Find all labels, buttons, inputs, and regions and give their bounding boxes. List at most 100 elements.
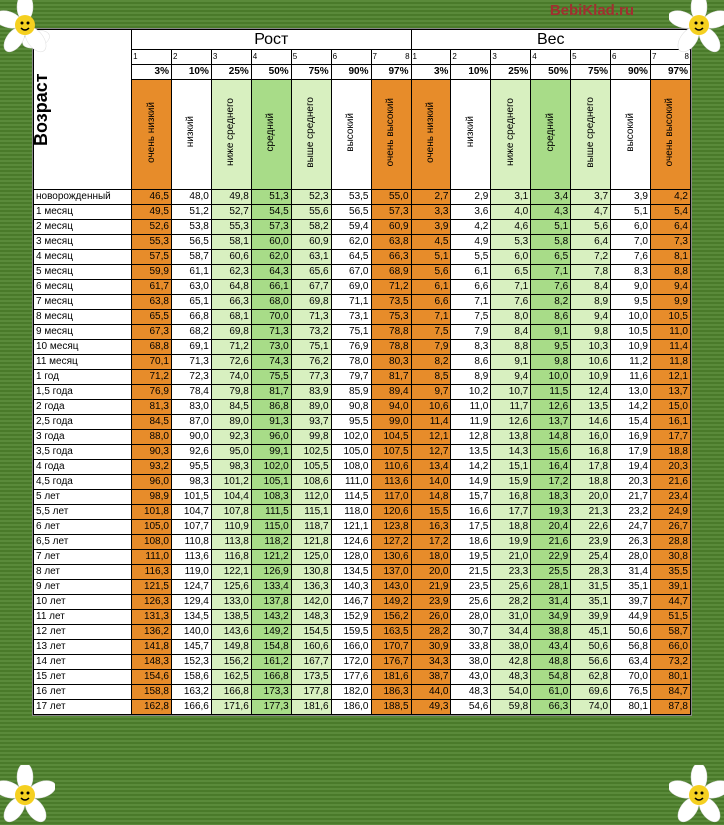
weight-cell: 7,2 <box>571 250 611 265</box>
weight-cell: 4,2 <box>451 220 491 235</box>
height-cell: 118,7 <box>291 520 331 535</box>
height-cell: 60,0 <box>251 235 291 250</box>
age-cell: 2 месяц <box>34 220 132 235</box>
height-cell: 166,0 <box>331 640 371 655</box>
weight-cell: 6,5 <box>531 250 571 265</box>
weight-cell: 12,7 <box>411 445 451 460</box>
height-cell: 88,0 <box>132 430 172 445</box>
weight-cell: 4,5 <box>411 235 451 250</box>
weight-cell: 21,6 <box>650 475 690 490</box>
weight-cell: 5,1 <box>611 205 651 220</box>
weight-cell: 2,9 <box>451 190 491 205</box>
height-cell: 71,3 <box>251 325 291 340</box>
col-index: 5 <box>291 50 331 65</box>
weight-cell: 15,5 <box>411 505 451 520</box>
weight-cell: 8,2 <box>531 295 571 310</box>
table-body: новорожденный46,548,049,851,352,353,555,… <box>34 190 691 715</box>
age-cell: 9 месяц <box>34 325 132 340</box>
weight-cell: 26,3 <box>611 535 651 550</box>
table-row: 4 года93,295,598,3102,0105,5108,0110,613… <box>34 460 691 475</box>
weight-cell: 56,6 <box>571 655 611 670</box>
weight-cell: 54,0 <box>491 685 531 700</box>
weight-cell: 48,3 <box>451 685 491 700</box>
percentile-header: 90% <box>611 65 651 80</box>
height-cell: 156,2 <box>371 610 411 625</box>
age-header: Возраст <box>34 30 132 190</box>
height-cell: 64,8 <box>211 280 251 295</box>
weight-cell: 25,5 <box>531 565 571 580</box>
age-cell: 8 лет <box>34 565 132 580</box>
weight-cell: 10,9 <box>571 370 611 385</box>
weight-cell: 6,1 <box>411 280 451 295</box>
height-cell: 55,3 <box>211 220 251 235</box>
height-cell: 57,3 <box>371 205 411 220</box>
weight-cell: 18,8 <box>650 445 690 460</box>
height-cell: 118,0 <box>331 505 371 520</box>
descriptor-header: очень высокий <box>371 80 411 190</box>
height-cell: 56,5 <box>171 235 211 250</box>
weight-cell: 23,4 <box>650 490 690 505</box>
height-cell: 71,3 <box>291 310 331 325</box>
descriptor-header: средний <box>531 80 571 190</box>
weight-cell: 15,6 <box>531 445 571 460</box>
percentile-header: 25% <box>211 65 251 80</box>
height-cell: 56,5 <box>331 205 371 220</box>
weight-cell: 33,8 <box>451 640 491 655</box>
height-cell: 98,3 <box>211 460 251 475</box>
height-cell: 158,8 <box>132 685 172 700</box>
table-row: 8 месяц65,566,868,170,071,373,175,37,17,… <box>34 310 691 325</box>
weight-cell: 14,6 <box>571 415 611 430</box>
height-cell: 85,9 <box>331 385 371 400</box>
weight-cell: 11,6 <box>611 370 651 385</box>
weight-cell: 28,0 <box>451 610 491 625</box>
weight-cell: 8,3 <box>451 340 491 355</box>
col-index: 2 <box>171 50 211 65</box>
weight-cell: 20,3 <box>611 475 651 490</box>
weight-cell: 8,1 <box>650 250 690 265</box>
weight-cell: 59,8 <box>491 700 531 715</box>
percentile-header: 75% <box>291 65 331 80</box>
height-cell: 89,0 <box>211 415 251 430</box>
height-cell: 71,2 <box>132 370 172 385</box>
weight-cell: 2,7 <box>411 190 451 205</box>
weight-cell: 8,9 <box>571 295 611 310</box>
weight-cell: 31,4 <box>531 595 571 610</box>
table-row: 6,5 лет108,0110,8113,8118,2121,8124,6127… <box>34 535 691 550</box>
table-row: 3 месяц55,356,558,160,060,962,063,84,54,… <box>34 235 691 250</box>
weight-cell: 19,9 <box>491 535 531 550</box>
height-cell: 60,9 <box>371 220 411 235</box>
weight-cell: 3,3 <box>411 205 451 220</box>
table-row: 7 месяц63,865,166,368,069,871,173,56,67,… <box>34 295 691 310</box>
weight-cell: 70,0 <box>611 670 651 685</box>
height-cell: 49,5 <box>132 205 172 220</box>
height-cell: 136,3 <box>291 580 331 595</box>
weight-cell: 6,4 <box>571 235 611 250</box>
height-cell: 55,0 <box>371 190 411 205</box>
height-cell: 90,3 <box>132 445 172 460</box>
weight-cell: 8,6 <box>531 310 571 325</box>
weight-cell: 17,9 <box>611 445 651 460</box>
weight-cell: 14,8 <box>411 490 451 505</box>
weight-cell: 14,3 <box>491 445 531 460</box>
weight-cell: 9,7 <box>411 385 451 400</box>
height-cell: 158,6 <box>171 670 211 685</box>
height-cell: 76,2 <box>291 355 331 370</box>
descriptor-header: низкий <box>451 80 491 190</box>
weight-cell: 21,0 <box>491 550 531 565</box>
weight-cell: 18,8 <box>491 520 531 535</box>
height-cell: 162,5 <box>211 670 251 685</box>
weight-cell: 66,0 <box>650 640 690 655</box>
table-row: 1,5 года76,978,479,881,783,985,989,49,71… <box>34 385 691 400</box>
height-cell: 115,0 <box>251 520 291 535</box>
height-cell: 64,5 <box>331 250 371 265</box>
age-cell: 5 лет <box>34 490 132 505</box>
height-cell: 137,0 <box>371 565 411 580</box>
weight-cell: 45,1 <box>571 625 611 640</box>
percentile-header: 50% <box>251 65 291 80</box>
table-row: 10 лет126,3129,4133,0137,8142,0146,7149,… <box>34 595 691 610</box>
weight-cell: 6,1 <box>451 265 491 280</box>
age-cell: 11 лет <box>34 610 132 625</box>
weight-cell: 16,1 <box>650 415 690 430</box>
weight-cell: 10,5 <box>611 325 651 340</box>
weight-cell: 17,7 <box>650 430 690 445</box>
